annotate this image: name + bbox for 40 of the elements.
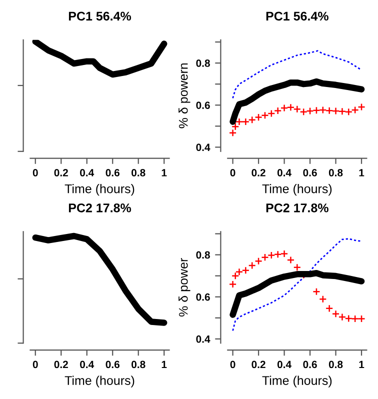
y-tick-label: 0.6 [196, 102, 210, 109]
x-tick-label: 0 [230, 169, 236, 176]
x-tick-label: 0.4 [277, 360, 292, 368]
x-axis-title: Time (hours) [262, 184, 332, 196]
x-tick-label: 0.6 [303, 360, 317, 368]
chart-title: PC1 56.4% [266, 12, 328, 21]
chart-title: PC1 56.4% [68, 12, 132, 21]
y-tick-label: 0.8 [196, 251, 210, 259]
x-tick-label: 0.6 [303, 169, 317, 176]
x-tick-label: 0.2 [54, 360, 68, 368]
x-tick-label: 0.6 [106, 360, 120, 368]
x-tick-label: 0.8 [328, 360, 343, 368]
y-tick-label: 0.6 [196, 293, 210, 301]
x-tick-label: 0 [230, 360, 236, 368]
x-axis-title: Time (hours) [64, 376, 134, 388]
y-tick-label: 0.4 [196, 144, 210, 152]
x-tick-label: 0 [32, 169, 38, 176]
x-axis-title: Time (hours) [64, 184, 134, 196]
chart-title: PC2 17.8% [68, 203, 132, 212]
y-tick-label: 0.4 [196, 335, 210, 343]
x-tick-label: 0.4 [80, 169, 94, 176]
x-tick-label: 1 [162, 169, 167, 176]
chart-title: PC2 17.8% [266, 203, 328, 212]
y-axis-title: % δ powern [178, 63, 190, 128]
x-tick-label: 0 [32, 360, 38, 368]
x-tick-label: 0.2 [252, 169, 266, 176]
x-tick-label: 1 [162, 360, 167, 368]
x-tick-label: 1 [359, 169, 364, 176]
x-tick-label: 0.2 [252, 360, 266, 368]
x-tick-label: 0.8 [132, 360, 146, 368]
x-tick-label: 0.8 [328, 169, 343, 176]
x-tick-label: 0.4 [277, 169, 292, 176]
x-tick-label: 0.6 [106, 169, 120, 176]
x-tick-label: 0.2 [54, 169, 68, 176]
y-tick-label: 0.8 [196, 60, 210, 67]
x-tick-label: 1 [359, 360, 364, 368]
y-axis-title: % δ power [178, 258, 190, 316]
x-tick-label: 0.8 [132, 169, 146, 176]
x-tick-label: 0.4 [80, 360, 94, 368]
x-axis-title: Time (hours) [262, 376, 332, 388]
